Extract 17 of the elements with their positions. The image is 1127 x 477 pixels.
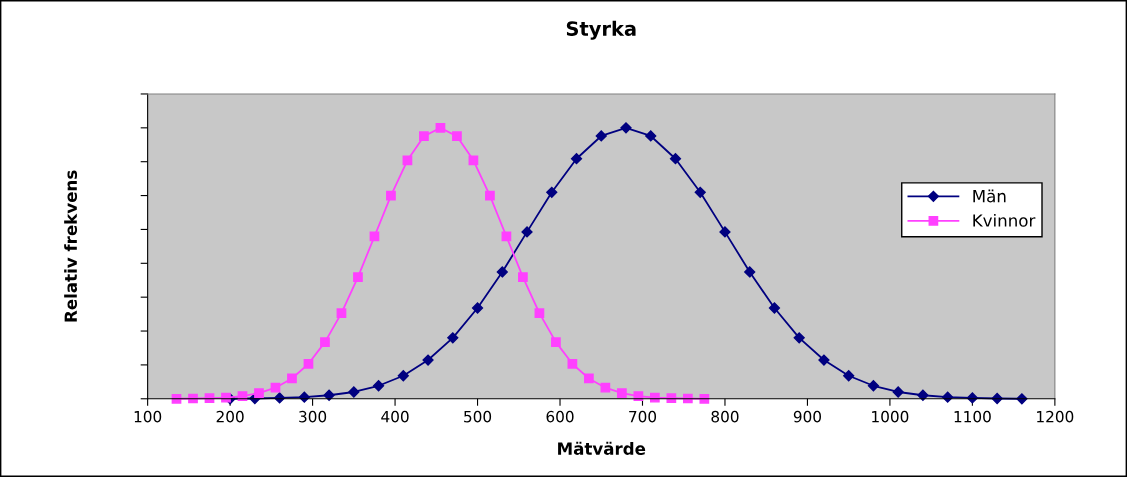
x-tick-label: 300 <box>299 410 327 423</box>
legend-label: Kvinnor <box>973 213 1036 227</box>
x-tick-label: 800 <box>711 410 739 423</box>
x-tick-label: 1000 <box>872 410 909 423</box>
x-axis-title: Mätvärde <box>558 441 646 455</box>
x-tick-label: 200 <box>216 410 244 423</box>
legend-label: Män <box>973 189 1006 203</box>
x-tick-label: 1100 <box>954 410 991 423</box>
x-tick-label: 1200 <box>1037 410 1074 423</box>
x-tick-label: 900 <box>793 410 822 423</box>
chart-title: Styrka <box>566 20 636 40</box>
y-axis-title: Relativ frekvens <box>64 170 78 322</box>
x-tick-label: 100 <box>134 410 162 423</box>
x-tick-label: 400 <box>381 410 409 423</box>
x-tick-label: 700 <box>629 410 657 423</box>
x-tick-label: 600 <box>546 410 574 423</box>
x-tick-label: 500 <box>464 410 492 423</box>
